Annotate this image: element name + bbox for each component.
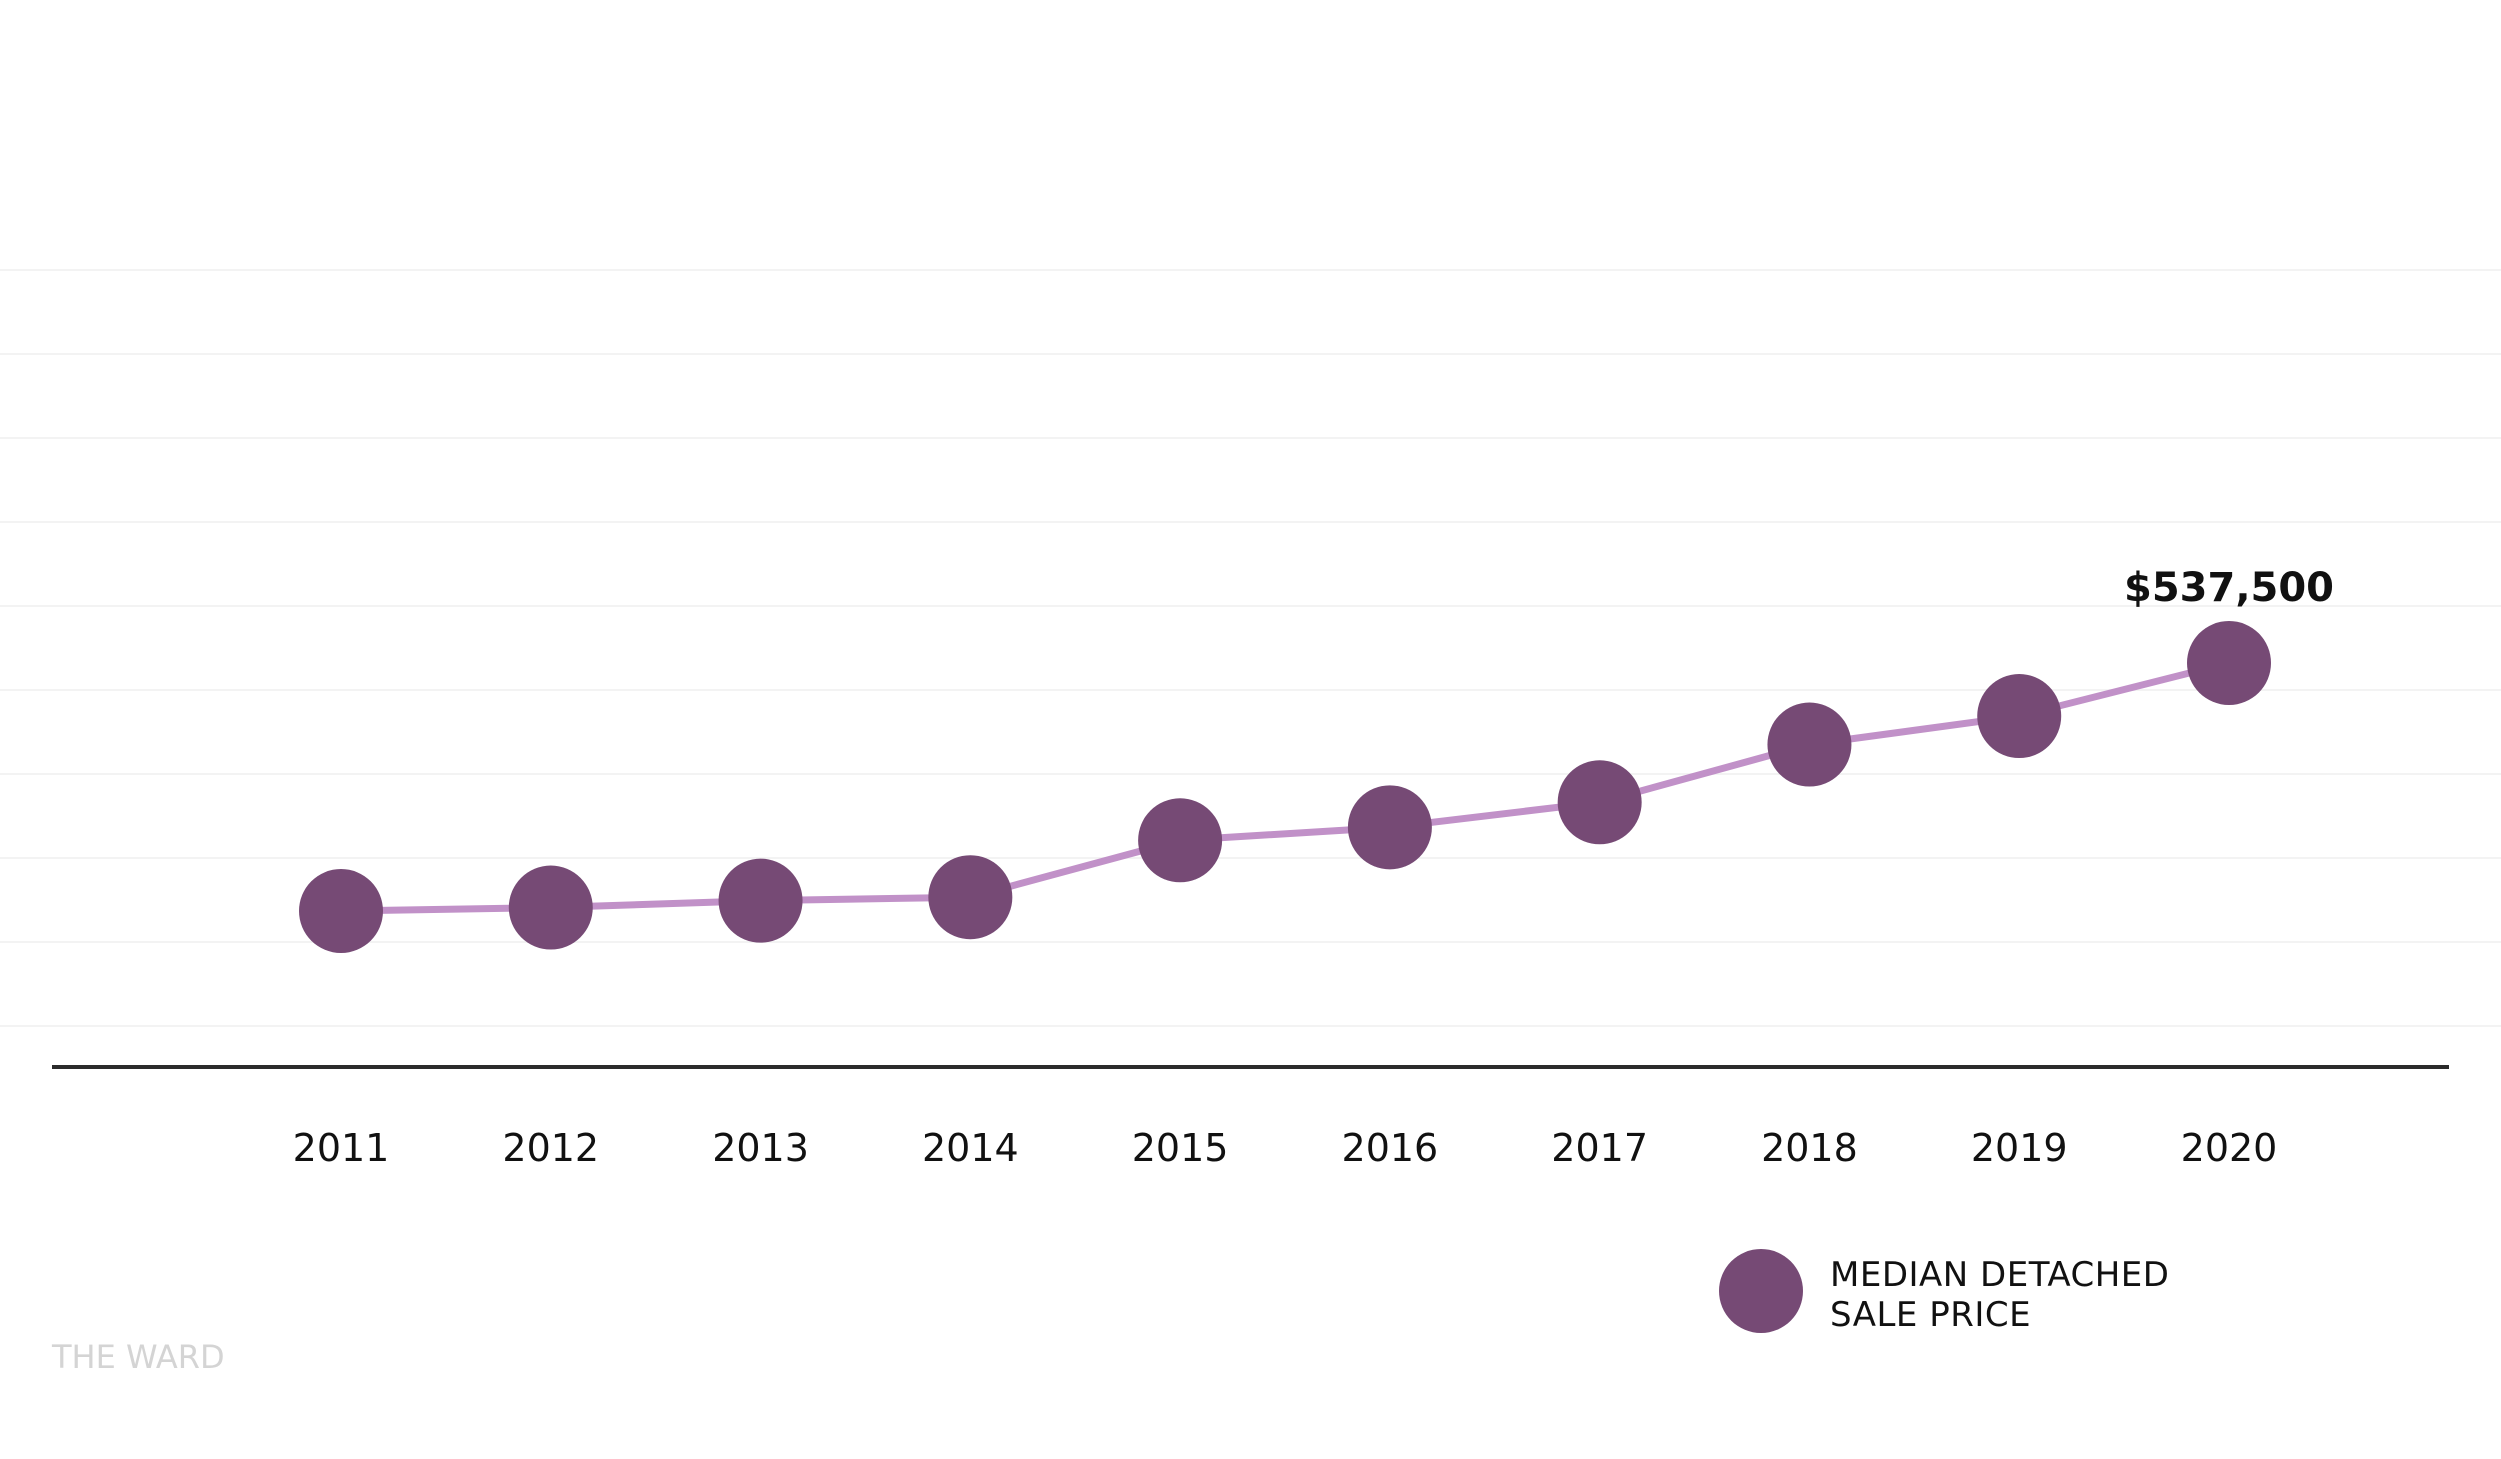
x-tick-label: 2011: [293, 1126, 390, 1170]
data-point-2020: [2187, 621, 2271, 705]
series-line-path: [340, 659, 2230, 915]
watermark: THE WARD: [51, 1338, 225, 1376]
data-point-2014: [928, 855, 1013, 940]
legend-label-line-2: SALE PRICE: [1830, 1295, 2031, 1335]
data-point-2018: [1767, 702, 1852, 787]
legend: MEDIAN DETACHED SALE PRICE: [1719, 1249, 2169, 1335]
series-line: [340, 659, 2230, 915]
data-labels: $537,500: [2124, 565, 2334, 611]
x-tick-label: 2012: [502, 1126, 599, 1170]
x-tick-label: 2014: [922, 1126, 1019, 1170]
x-tick-label: 2013: [712, 1126, 809, 1170]
legend-label-line-1: MEDIAN DETACHED: [1830, 1255, 2169, 1295]
x-tick-label: 2019: [1971, 1126, 2068, 1170]
x-tick-label: 2018: [1761, 1126, 1858, 1170]
data-point-2015: [1138, 798, 1223, 883]
x-tick-label: 2020: [2181, 1126, 2278, 1170]
x-tick-labels: 2011 2012 2013 2014 2015 2016 2017 2018 2019 2020: [293, 1126, 2278, 1170]
data-point-2019: [1977, 674, 2062, 759]
legend-marker: [1719, 1249, 1803, 1333]
data-label-2020: $537,500: [2124, 565, 2334, 611]
data-point-2016: [1347, 785, 1432, 870]
data-point-2013: [718, 858, 803, 943]
gridlines: [0, 269, 2501, 1027]
x-tick-label: 2016: [1342, 1126, 1439, 1170]
x-tick-label: 2017: [1551, 1126, 1648, 1170]
x-tick-label: 2015: [1132, 1126, 1229, 1170]
data-point-2011: [299, 869, 383, 953]
data-point-2017: [1557, 760, 1642, 845]
data-point-2012: [508, 865, 593, 950]
series-markers: [299, 621, 2271, 953]
